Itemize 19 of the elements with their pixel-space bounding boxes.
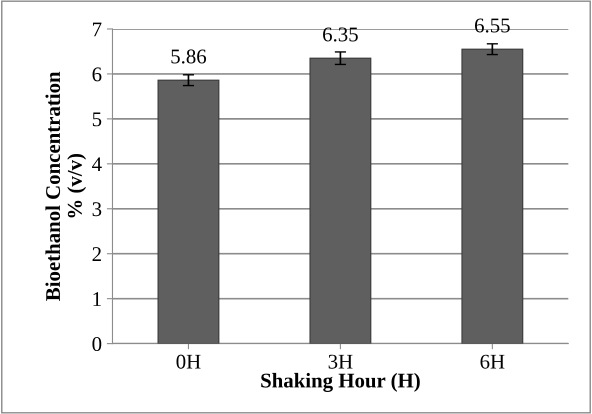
y-tick-label: 6 — [92, 67, 102, 82]
data-label: 5.86 — [171, 49, 206, 64]
y-tick-label: 0 — [92, 336, 102, 352]
x-tick-label: 0H — [176, 354, 201, 369]
y-tick-label: 7 — [93, 22, 102, 36]
y-tick-label: 5 — [92, 112, 102, 126]
x-tick-label: 6H — [480, 354, 504, 369]
y-axis-title: Bioethanol Concentration % (v/v) — [45, 72, 86, 301]
bar — [461, 48, 524, 344]
y-tick-label: 4 — [92, 157, 102, 172]
x-tick-label: 3H — [328, 354, 353, 369]
bar — [158, 80, 220, 344]
y-tick-label: 2 — [92, 247, 101, 261]
y-tick-label: 1 — [93, 292, 101, 306]
data-label: 6.35 — [323, 27, 358, 42]
y-tick-label: 3 — [92, 202, 102, 216]
x-axis-title: Shaking Hour (H) — [261, 372, 420, 392]
bar — [309, 58, 372, 344]
data-label: 6.55 — [475, 18, 510, 33]
